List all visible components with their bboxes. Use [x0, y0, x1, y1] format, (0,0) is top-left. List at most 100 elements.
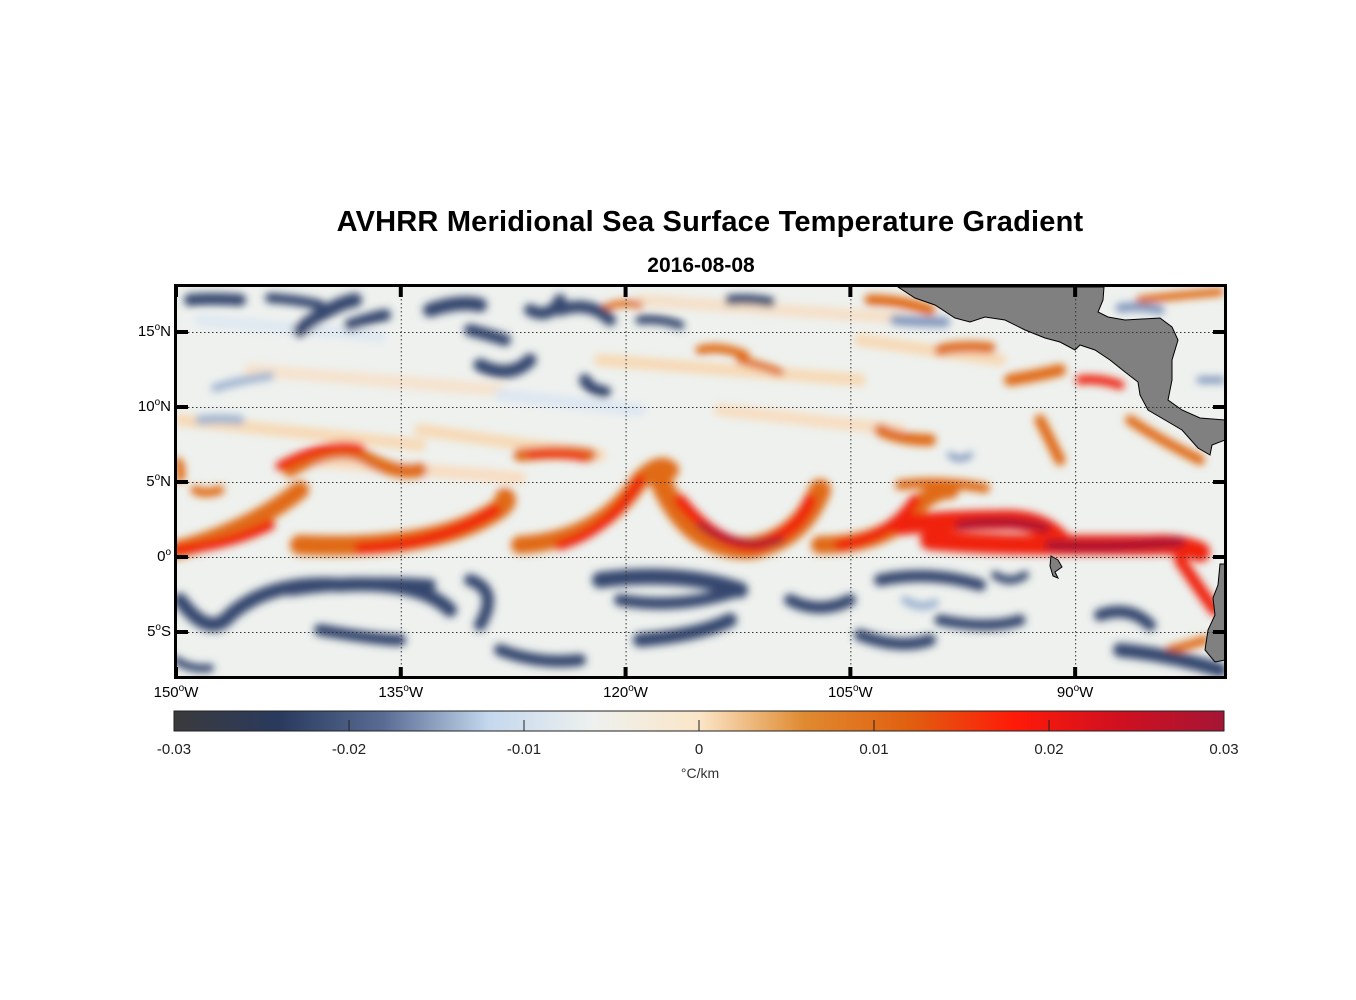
field-streak — [934, 341, 996, 356]
field-streak — [695, 343, 750, 360]
label-number: 150 — [153, 684, 179, 701]
label-hemisphere: W — [408, 684, 424, 701]
field-streak — [1094, 605, 1156, 631]
lat-tick-left — [176, 480, 188, 484]
field-streak — [784, 594, 856, 614]
field-streak — [1004, 364, 1066, 386]
degree-symbol: o — [403, 683, 409, 694]
label-hemisphere: N — [160, 398, 171, 415]
texture-streak — [634, 294, 906, 324]
label-number: 15 — [137, 323, 155, 340]
field-streak — [344, 309, 391, 331]
field-streak — [955, 517, 1050, 533]
lon-tick-bottom — [398, 667, 403, 677]
lat-tick-left — [176, 630, 188, 634]
field-streak — [736, 356, 784, 376]
lon-tick-bottom — [1073, 667, 1078, 677]
lon-tick-top — [623, 287, 628, 297]
lat-tick-left — [176, 555, 188, 559]
land-mass — [1049, 555, 1063, 579]
degree-symbol: o — [154, 397, 161, 408]
lat-tick-right — [1213, 555, 1225, 559]
colorbar-tick-label: -0.01 — [506, 741, 542, 758]
gridlines — [176, 287, 1225, 677]
label-number: 105 — [827, 684, 853, 701]
land-layer — [897, 287, 1225, 663]
field-streak — [283, 445, 427, 479]
lat-label: 5oN — [111, 472, 171, 490]
field-streak — [176, 656, 214, 673]
label-number: 120 — [603, 684, 629, 701]
label-hemisphere: W — [1079, 684, 1094, 701]
degree-symbol: o — [154, 472, 161, 483]
field-streak — [1125, 415, 1205, 465]
field-streak — [854, 629, 936, 650]
field-streak — [190, 485, 225, 497]
field-streak — [696, 521, 784, 548]
field-streak — [195, 414, 245, 425]
field-streak — [211, 372, 274, 392]
field-streak — [526, 450, 589, 462]
field-streak — [314, 624, 406, 646]
field-streak — [1034, 414, 1066, 466]
label-hemisphere: S — [160, 623, 171, 640]
lat-tick-right — [1213, 630, 1225, 634]
degree-symbol: o — [155, 622, 161, 633]
label-number: 135 — [378, 684, 404, 701]
lon-label: 90oW — [1035, 683, 1115, 701]
field-streak — [555, 475, 645, 550]
field-streak — [895, 478, 990, 493]
field-streak — [265, 293, 325, 310]
field-streak — [1136, 288, 1224, 304]
field-layer — [176, 287, 1225, 677]
field-streak — [494, 644, 586, 668]
texture-streak — [854, 334, 1006, 366]
field-streak — [1174, 554, 1221, 616]
field-streak — [176, 520, 275, 555]
texture-streak — [714, 404, 906, 436]
lat-label: 5oS — [111, 622, 171, 640]
lon-label: 120oW — [586, 683, 666, 701]
field-streak — [354, 504, 501, 554]
lon-label: 150oW — [136, 683, 216, 701]
field-streak — [554, 300, 616, 326]
field-streak — [834, 494, 921, 551]
texture-streak — [194, 314, 386, 342]
field-streak — [874, 570, 986, 591]
label-hemisphere: N — [160, 323, 171, 340]
field-streak — [524, 294, 566, 320]
label-hemisphere: W — [184, 684, 199, 701]
degree-symbol: o — [165, 547, 171, 558]
colorbar-tick-label: -0.02 — [331, 741, 367, 758]
colorbar-tick-label: 0.01 — [859, 741, 889, 758]
lon-tick-bottom — [848, 667, 853, 677]
field-streak — [1165, 635, 1210, 655]
field-streak — [725, 294, 775, 307]
label-hemisphere: W — [858, 684, 873, 701]
label-hemisphere: W — [633, 684, 648, 701]
degree-symbol: o — [154, 322, 161, 333]
field-streak — [947, 452, 973, 462]
chart-title: AVHRR Meridional Sea Surface Temperature… — [336, 206, 1084, 238]
lon-label: 135oW — [361, 683, 441, 701]
label-number: 10 — [137, 398, 155, 415]
field-streak — [901, 596, 939, 610]
colorbar-tick-label: 0 — [694, 741, 704, 758]
field-streak — [464, 574, 494, 631]
chart-subtitle: 2016-08-08 — [647, 254, 755, 277]
field-streak — [1045, 537, 1185, 551]
field-streak — [1115, 302, 1165, 315]
lon-tick-top — [174, 287, 178, 297]
field-streak — [184, 293, 246, 306]
label-number: 0 — [157, 548, 166, 565]
field-streak — [579, 374, 611, 398]
field-streak — [890, 315, 950, 327]
degree-symbol: o — [852, 683, 859, 694]
field-streak — [275, 441, 365, 471]
field-streak — [1075, 375, 1125, 390]
texture-streak — [594, 354, 866, 386]
lat-tick-left — [176, 405, 188, 409]
lat-tick-right — [1213, 480, 1225, 484]
field-streak — [991, 571, 1029, 584]
label-number: 90 — [1056, 684, 1074, 701]
